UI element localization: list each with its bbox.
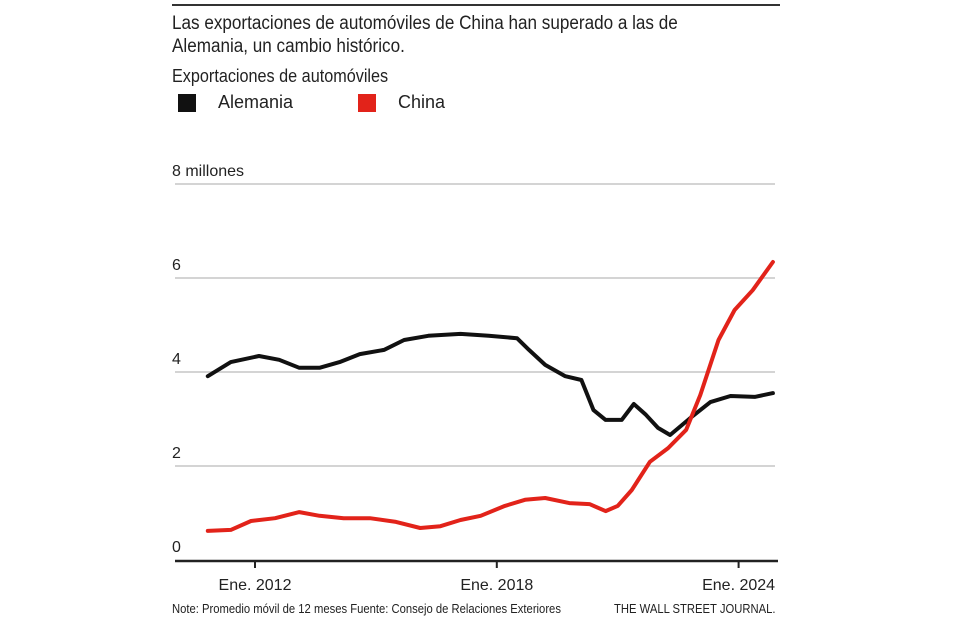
legend-swatch-alemania: [178, 93, 196, 112]
footnote: Note: Promedio móvil de 12 meses Fuente:…: [172, 602, 561, 616]
chart-title: Las exportaciones de automóviles de Chin…: [172, 13, 678, 57]
y-tick-label: 4: [172, 351, 181, 368]
top-rule: [172, 4, 780, 6]
legend-swatch-china: [358, 93, 376, 112]
legend-label-china: China: [398, 92, 446, 112]
legend-item-china: China: [358, 92, 445, 113]
x-tick-label: Ene. 2012: [219, 577, 292, 594]
chart-subtitle: Exportaciones de automóviles: [172, 66, 389, 86]
x-tick-label: Ene. 2024: [702, 577, 775, 594]
series-line-alemania: [205, 331, 775, 437]
y-tick-label: 6: [172, 257, 181, 274]
source-credit: THE WALL STREET JOURNAL.: [614, 602, 776, 616]
y-tick-label: 8 millones: [172, 163, 244, 180]
legend-item-alemania: Alemania: [178, 92, 293, 113]
y-tick-label: 2: [172, 445, 181, 462]
x-tick-label: Ene. 2018: [460, 577, 533, 594]
series-line-china: [205, 260, 775, 533]
y-tick-label: 0: [172, 539, 181, 556]
legend-label-alemania: Alemania: [218, 92, 294, 112]
